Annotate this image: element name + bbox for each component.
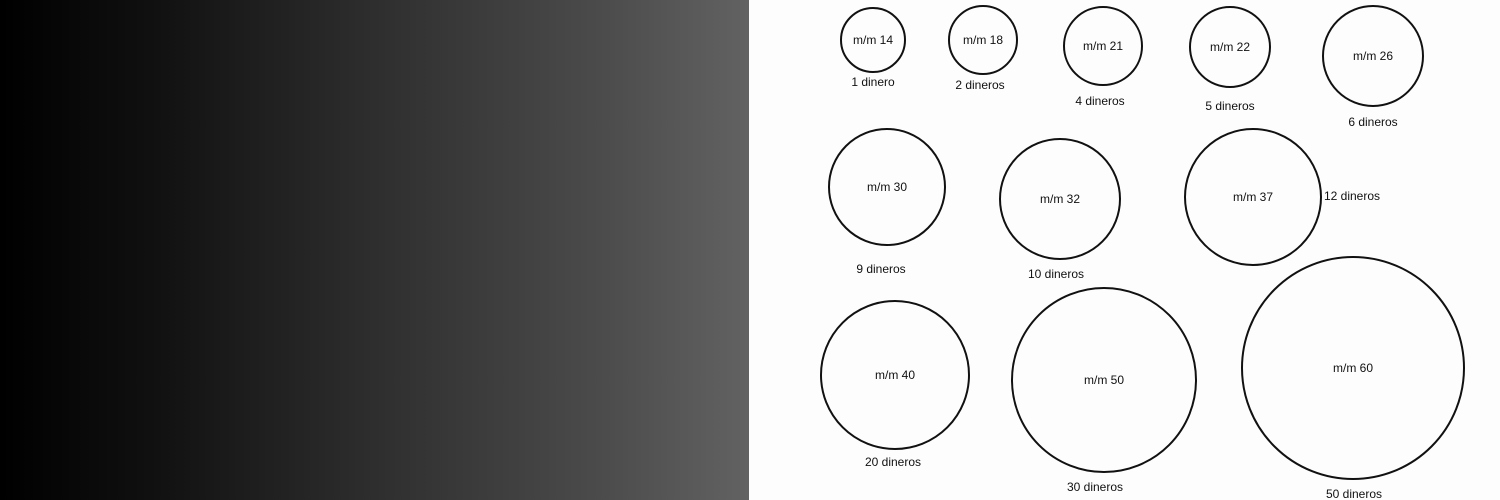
- coin-value-label: 5 dineros: [1205, 99, 1254, 113]
- coin-14mm: m/m 14 1 dinero: [840, 7, 906, 89]
- coin-diagram: m/m 14 1 dinero m/m 18 2 dineros m/m 21 4 din…: [820, 5, 1465, 500]
- coin-value-label: 1 dinero: [851, 75, 895, 89]
- coin-22mm: m/m 22 5 dineros: [1189, 6, 1271, 113]
- coin-value-label: 4 dineros: [1075, 94, 1124, 108]
- coin-value-label: 50 dineros: [1326, 487, 1382, 500]
- coin-60mm: m/m 60 50 dineros: [1241, 256, 1465, 500]
- coin-circle: [828, 128, 946, 246]
- coin-40mm: m/m 40 20 dineros: [820, 300, 970, 469]
- coin-32mm: m/m 32 10 dineros: [999, 138, 1121, 281]
- coin-circle: [1011, 287, 1197, 473]
- coin-21mm: m/m 21 4 dineros: [1063, 6, 1143, 108]
- gradient-panel: [0, 0, 749, 500]
- coin-50mm: m/m 50 30 dineros: [1011, 287, 1197, 494]
- coin-size-label: m/m 22: [1210, 40, 1250, 54]
- coin-size-label: m/m 50: [1084, 373, 1124, 387]
- coin-value-label: 10 dineros: [1028, 267, 1084, 281]
- coin-value-label: 9 dineros: [856, 262, 905, 276]
- coin-37mm: m/m 37 12 dineros: [1184, 128, 1380, 266]
- coin-size-label: m/m 32: [1040, 192, 1080, 206]
- coin-circle: [1322, 5, 1424, 107]
- coin-30mm: m/m 30 9 dineros: [828, 128, 946, 276]
- coin-26mm: m/m 26 6 dineros: [1322, 5, 1424, 129]
- coin-size-label: m/m 37: [1233, 190, 1273, 204]
- coin-size-sheet: m/m 14 1 dinero m/m 18 2 dineros m/m 21 4 din…: [749, 0, 1500, 500]
- coin-size-label: m/m 14: [853, 33, 893, 47]
- coin-circle: [840, 7, 906, 73]
- coin-value-label: 2 dineros: [955, 78, 1004, 92]
- coin-value-label: 6 dineros: [1348, 115, 1397, 129]
- coin-circle: [1241, 256, 1465, 480]
- coin-size-label: m/m 26: [1353, 49, 1393, 63]
- coin-size-label: m/m 60: [1333, 361, 1373, 375]
- coin-value-label: 12 dineros: [1324, 189, 1380, 203]
- coin-circle: [820, 300, 970, 450]
- coin-value-label: 30 dineros: [1067, 480, 1123, 494]
- coin-size-label: m/m 40: [875, 368, 915, 382]
- coin-circle: [1189, 6, 1271, 88]
- coin-circle: [1063, 6, 1143, 86]
- coin-circle: [1184, 128, 1322, 266]
- coin-value-label: 20 dineros: [865, 455, 921, 469]
- coin-circle: [948, 5, 1018, 75]
- coin-18mm: m/m 18 2 dineros: [948, 5, 1018, 92]
- coin-circle: [999, 138, 1121, 260]
- coin-size-label: m/m 30: [867, 180, 907, 194]
- coin-size-label: m/m 18: [963, 33, 1003, 47]
- coin-size-label: m/m 21: [1083, 39, 1123, 53]
